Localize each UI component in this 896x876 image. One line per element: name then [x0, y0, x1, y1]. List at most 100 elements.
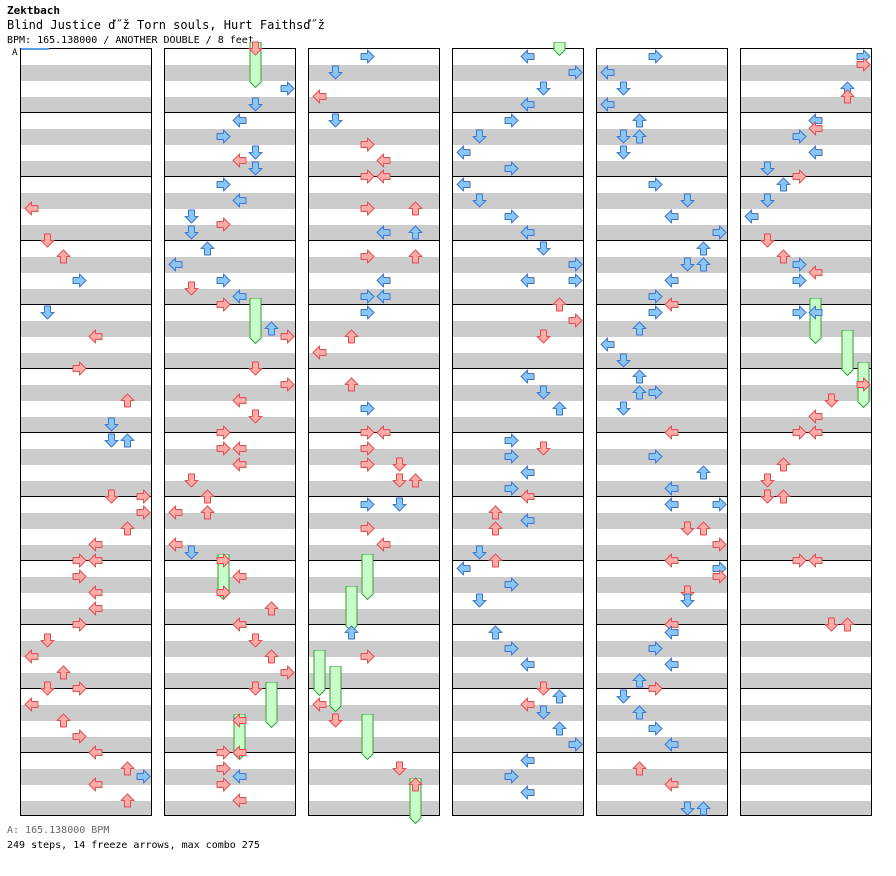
left-arrow-icon: [232, 713, 247, 728]
chart-column: [20, 48, 152, 816]
left-arrow-icon: [520, 785, 535, 800]
up-arrow-icon: [120, 521, 135, 536]
up-arrow-icon: [488, 521, 503, 536]
up-arrow-icon: [632, 369, 647, 384]
left-arrow-icon: [520, 225, 535, 240]
right-arrow-icon: [280, 377, 295, 392]
measure-line: [597, 112, 727, 113]
left-arrow-icon: [520, 97, 535, 112]
right-arrow-icon: [72, 681, 87, 696]
chart-column: [452, 48, 584, 816]
down-arrow-icon: [680, 193, 695, 208]
down-arrow-icon: [248, 145, 263, 160]
down-arrow-icon: [680, 801, 695, 816]
speed-marker: A: [12, 48, 18, 58]
left-arrow-icon: [168, 257, 183, 272]
down-arrow-icon: [616, 353, 631, 368]
up-arrow-icon: [696, 257, 711, 272]
right-arrow-icon: [648, 449, 663, 464]
right-arrow-icon: [216, 217, 231, 232]
left-arrow-icon: [232, 153, 247, 168]
up-arrow-icon: [488, 553, 503, 568]
right-arrow-icon: [504, 113, 519, 128]
up-arrow-icon: [408, 473, 423, 488]
right-arrow-icon: [216, 745, 231, 760]
down-arrow-icon: [248, 633, 263, 648]
left-arrow-icon: [88, 777, 103, 792]
freeze-arrow: [249, 42, 262, 88]
measure-line: [309, 368, 439, 369]
up-arrow-icon: [120, 393, 135, 408]
down-arrow-icon: [616, 129, 631, 144]
left-arrow-icon: [456, 145, 471, 160]
down-arrow-icon: [536, 241, 551, 256]
up-arrow-icon: [776, 457, 791, 472]
freeze-arrow: [361, 554, 374, 600]
right-arrow-icon: [792, 273, 807, 288]
down-arrow-icon: [328, 713, 343, 728]
right-arrow-icon: [648, 289, 663, 304]
up-arrow-icon: [632, 321, 647, 336]
measure-line: [453, 112, 583, 113]
left-arrow-icon: [232, 793, 247, 808]
right-arrow-icon: [360, 137, 375, 152]
left-arrow-icon: [88, 537, 103, 552]
left-arrow-icon: [88, 553, 103, 568]
measure-line: [21, 176, 151, 177]
right-arrow-icon: [360, 649, 375, 664]
right-arrow-icon: [360, 401, 375, 416]
measure-line: [741, 304, 871, 305]
down-arrow-icon: [760, 161, 775, 176]
up-arrow-icon: [632, 113, 647, 128]
left-arrow-icon: [600, 337, 615, 352]
left-arrow-icon: [520, 697, 535, 712]
right-arrow-icon: [648, 641, 663, 656]
measure-line: [741, 688, 871, 689]
song-title: Blind Justice ď˝ž Torn souls, Hurt Faith…: [7, 18, 325, 32]
down-arrow-icon: [392, 473, 407, 488]
left-arrow-icon: [232, 393, 247, 408]
up-arrow-icon: [840, 617, 855, 632]
left-arrow-icon: [808, 425, 823, 440]
left-arrow-icon: [376, 169, 391, 184]
right-arrow-icon: [648, 681, 663, 696]
right-arrow-icon: [792, 257, 807, 272]
up-arrow-icon: [632, 705, 647, 720]
down-arrow-icon: [760, 473, 775, 488]
down-arrow-icon: [248, 97, 263, 112]
right-arrow-icon: [504, 481, 519, 496]
measure-line: [21, 240, 151, 241]
right-arrow-icon: [648, 177, 663, 192]
down-arrow-icon: [40, 681, 55, 696]
up-arrow-icon: [696, 801, 711, 816]
right-arrow-icon: [360, 457, 375, 472]
right-arrow-icon: [216, 177, 231, 192]
right-arrow-icon: [216, 273, 231, 288]
left-arrow-icon: [88, 745, 103, 760]
right-arrow-icon: [216, 441, 231, 456]
down-arrow-icon: [184, 545, 199, 560]
measure-line: [165, 688, 295, 689]
measure-line: [165, 368, 295, 369]
measure-line: [309, 496, 439, 497]
left-arrow-icon: [376, 153, 391, 168]
down-arrow-icon: [40, 305, 55, 320]
right-arrow-icon: [504, 641, 519, 656]
left-arrow-icon: [808, 145, 823, 160]
down-arrow-icon: [616, 689, 631, 704]
left-arrow-icon: [168, 505, 183, 520]
footer-stats: 249 steps, 14 freeze arrows, max combo 2…: [7, 840, 260, 851]
left-arrow-icon: [600, 97, 615, 112]
up-arrow-icon: [344, 625, 359, 640]
down-arrow-icon: [536, 705, 551, 720]
right-arrow-icon: [712, 569, 727, 584]
up-arrow-icon: [552, 401, 567, 416]
freeze-arrow: [265, 682, 278, 728]
up-arrow-icon: [696, 465, 711, 480]
freeze-arrow: [553, 42, 566, 56]
left-arrow-icon: [232, 193, 247, 208]
measure-line: [21, 496, 151, 497]
up-arrow-icon: [776, 249, 791, 264]
left-arrow-icon: [232, 745, 247, 760]
left-arrow-icon: [232, 441, 247, 456]
